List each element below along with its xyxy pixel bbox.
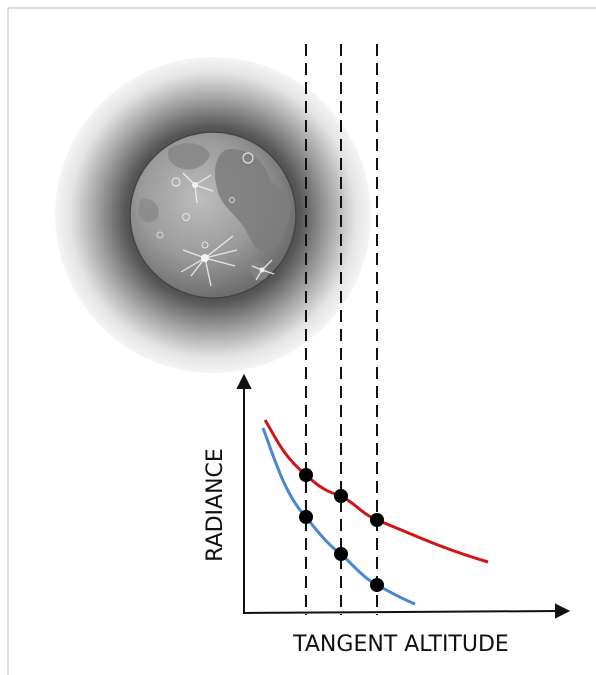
- x-axis-arrow: [555, 603, 571, 619]
- lower-point-2: [334, 547, 348, 561]
- axes: [236, 373, 571, 619]
- y-axis-label: RADIANCE: [203, 448, 228, 562]
- upper-point-1: [299, 468, 313, 482]
- x-axis: [243, 610, 559, 614]
- lower-point-1: [299, 510, 313, 524]
- y-axis-arrow: [236, 373, 252, 389]
- x-axis-label: TANGENT ALTITUDE: [292, 632, 509, 657]
- sample-points: [299, 468, 384, 592]
- upper-point-2: [334, 489, 348, 503]
- lower-point-3: [370, 578, 384, 592]
- upper-point-3: [370, 513, 384, 527]
- moon-icon: [129, 131, 297, 299]
